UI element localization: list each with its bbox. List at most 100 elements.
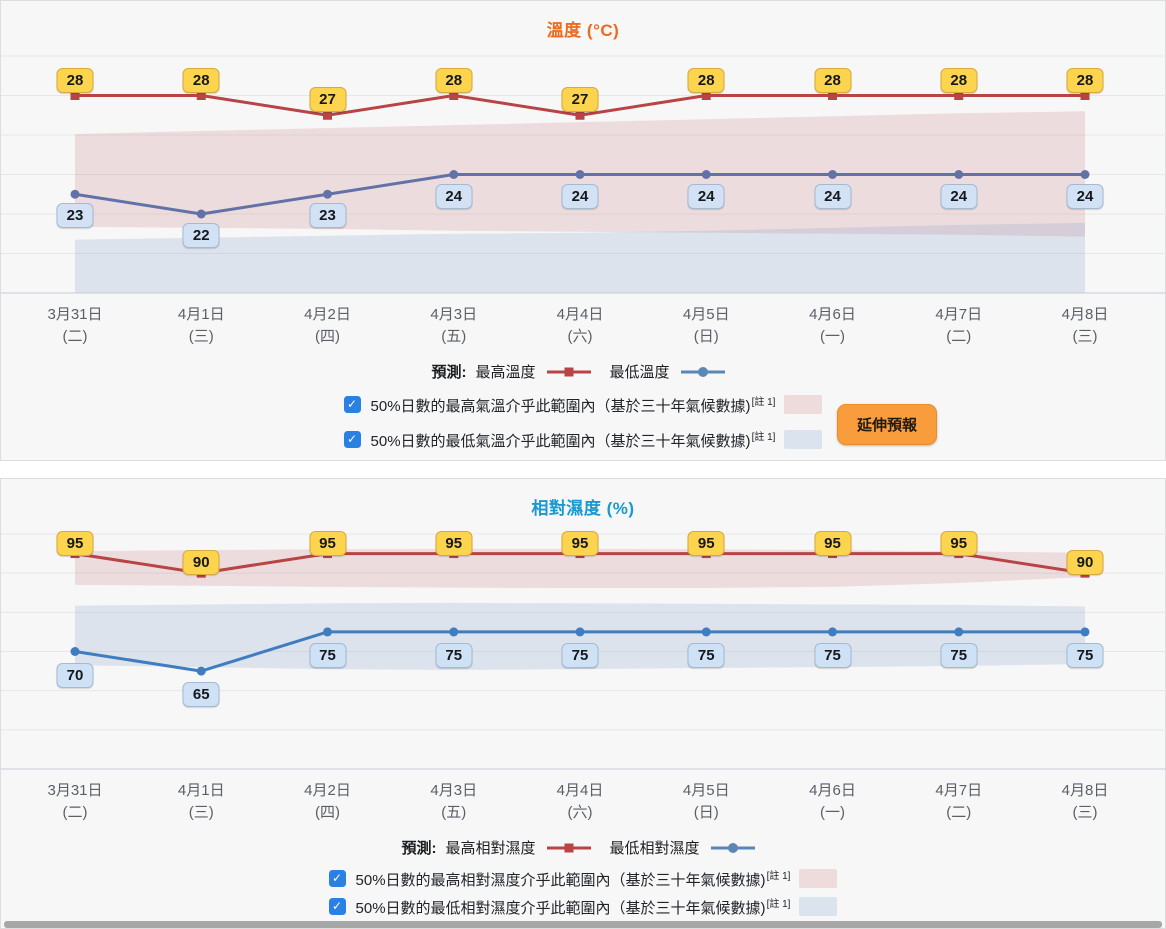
- x-axis-date: 4月5日: [682, 306, 730, 323]
- climate-range-toggle-row: ✓ 50%日數的最低相對濕度介乎此範圍內（基於三十年氣候數據)[註 1]: [328, 893, 838, 919]
- checked-checkbox[interactable]: ✓: [343, 430, 361, 448]
- data-point-marker: [70, 647, 80, 656]
- data-point-value-label: 24: [435, 183, 473, 209]
- data-point-value-label: 28: [435, 67, 473, 93]
- checkbox-label: 50%日數的最高相對濕度介乎此範圍內（基於三十年氣候數據)[註 1]: [355, 870, 791, 889]
- x-axis-label: 4月5日 (日): [683, 304, 730, 348]
- x-axis-date: 4月8日: [1061, 306, 1109, 323]
- x-axis-label: 4月4日 (六): [557, 304, 604, 348]
- data-point-marker: [449, 627, 459, 637]
- data-point-marker: [701, 627, 711, 637]
- x-axis-label: 4月8日 (三): [1062, 780, 1109, 824]
- x-axis-date: 4月1日: [177, 306, 225, 323]
- data-point-marker: [954, 170, 964, 179]
- footnote-reference: [註 1]: [766, 870, 791, 882]
- x-axis-label: 4月5日 (日): [683, 780, 730, 824]
- data-point-value-label: 70: [56, 662, 94, 688]
- legend-prefix: 預測:: [401, 840, 437, 857]
- checkbox-label: 50%日數的最高氣溫介乎此範圍內（基於三十年氣候數據)[註 1]: [370, 396, 776, 415]
- data-point-value-label: 95: [687, 530, 725, 556]
- data-point-marker: [1080, 91, 1090, 100]
- checked-checkbox[interactable]: ✓: [328, 897, 346, 915]
- data-point-marker: [323, 189, 332, 199]
- data-point-marker: [954, 91, 964, 100]
- x-axis-date: 4月5日: [682, 782, 730, 799]
- x-axis-date: 4月8日: [1061, 782, 1109, 799]
- x-axis-weekday: (四): [315, 328, 340, 345]
- data-point-value-label: 95: [814, 530, 851, 556]
- x-axis-date: 4月6日: [809, 782, 856, 799]
- data-point-marker: [701, 91, 711, 100]
- x-axis-date: 4月7日: [935, 306, 983, 323]
- data-point-marker: [70, 189, 80, 199]
- humidity-forecast-card: 相對濕度 (%) 95 90 95 95 95 95 95 95 90 70 65 75 75 75 75 7…: [0, 478, 1166, 929]
- x-axis-date: 4月7日: [935, 782, 983, 799]
- data-point-marker: [196, 91, 206, 100]
- data-point-marker: [954, 627, 964, 637]
- x-axis-weekday: (二): [946, 804, 972, 821]
- data-point-marker: [70, 91, 80, 100]
- x-axis-weekday: (二): [62, 328, 88, 345]
- data-point-value-label: 23: [309, 203, 346, 229]
- humidity-chart-title: 相對濕度 (%): [531, 499, 635, 518]
- x-axis-weekday: (二): [946, 328, 972, 345]
- x-axis-weekday: (四): [315, 804, 340, 821]
- footnote-reference: [註 1]: [751, 431, 776, 443]
- checked-checkbox[interactable]: ✓: [343, 395, 361, 413]
- horizontal-scrollbar-thumb[interactable]: [4, 921, 1162, 928]
- data-point-value-label: 27: [309, 87, 346, 113]
- data-point-value-label: 75: [940, 642, 978, 668]
- x-axis-weekday: (日): [693, 804, 719, 821]
- data-point-marker: [575, 627, 585, 637]
- x-axis-weekday: (一): [820, 804, 845, 821]
- climate-range-toggle-row: ✓ 50%日數的最高相對濕度介乎此範圍內（基於三十年氣候數據)[註 1]: [328, 865, 838, 891]
- x-axis-date: 3月31日: [47, 306, 103, 323]
- data-point-value-label: 23: [56, 203, 94, 229]
- data-point-value-label: 24: [561, 183, 599, 209]
- data-point-value-label: 28: [1066, 67, 1104, 93]
- data-point-value-label: 28: [182, 67, 220, 93]
- x-axis-weekday: (三): [1072, 804, 1098, 821]
- legend-square-marker-icon: [546, 367, 591, 376]
- data-point-marker: [323, 110, 332, 120]
- x-axis-weekday: (三): [188, 804, 214, 821]
- extended-forecast-button[interactable]: 延伸預報: [837, 404, 937, 445]
- x-axis-label: 3月31日 (二): [47, 304, 102, 348]
- data-point-value-label: 24: [1066, 183, 1104, 209]
- data-point-marker: [828, 170, 837, 179]
- band-color-swatch: [799, 896, 838, 916]
- x-axis-weekday: (日): [693, 328, 719, 345]
- checked-checkbox[interactable]: ✓: [328, 869, 346, 887]
- humidity-legend: 預測: 最高相對濕度 最低相對濕度: [1, 837, 1165, 858]
- x-axis-date: 3月31日: [47, 782, 103, 799]
- x-axis-label: 4月8日 (三): [1062, 304, 1109, 348]
- data-point-value-label: 95: [561, 530, 599, 556]
- x-axis-date: 4月2日: [304, 782, 351, 799]
- x-axis-label: 4月2日 (四): [304, 304, 351, 348]
- data-point-value-label: 90: [182, 550, 220, 576]
- legend-circle-marker-icon: [710, 842, 755, 853]
- data-point-value-label: 24: [687, 183, 725, 209]
- data-point-marker: [323, 627, 332, 637]
- x-axis-weekday: (二): [62, 804, 88, 821]
- x-axis-weekday: (六): [567, 804, 593, 821]
- humidity-chart: 95 90 95 95 95 95 95 95 90 70 65 75 75 75 75 75 75 75 3月31…: [1, 479, 1166, 928]
- legend-circle-marker-icon: [680, 366, 725, 377]
- temperature-chart-title: 溫度 (°C): [546, 21, 620, 40]
- x-axis-date: 4月1日: [177, 782, 225, 799]
- data-point-marker: [196, 209, 206, 219]
- x-axis-date: 4月4日: [556, 306, 604, 323]
- x-axis-label: 4月6日 (一): [809, 780, 856, 824]
- data-point-marker: [449, 170, 459, 179]
- footnote-reference: [註 1]: [766, 898, 791, 910]
- data-point-value-label: 95: [435, 530, 473, 556]
- x-axis-label: 4月1日 (三): [178, 780, 225, 824]
- data-point-value-label: 22: [182, 223, 220, 248]
- data-point-marker: [1080, 627, 1090, 637]
- x-axis-label: 3月31日 (二): [47, 780, 102, 824]
- temperature-range-toggles: ✓ 50%日數的最高氣溫介乎此範圍內（基於三十年氣候數據)[註 1] ✓ 50%日數的…: [1, 391, 1165, 452]
- x-axis-label: 4月2日 (四): [304, 780, 351, 824]
- legend-prefix: 預測:: [431, 364, 467, 381]
- x-axis-label: 4月3日 (五): [430, 304, 477, 348]
- x-axis-label: 4月7日 (二): [935, 780, 982, 824]
